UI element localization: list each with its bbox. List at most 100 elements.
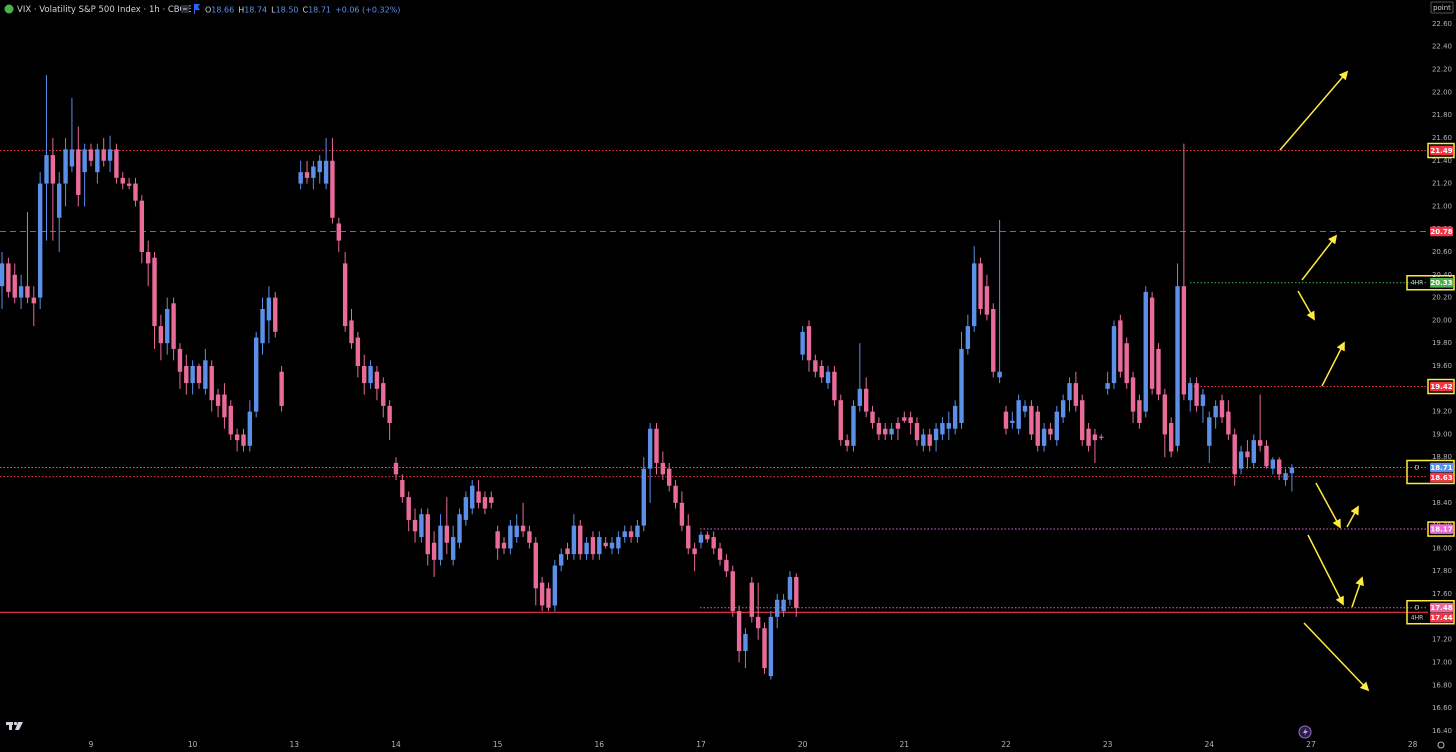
candle-body bbox=[362, 366, 367, 384]
price-tag bbox=[1430, 381, 1453, 392]
candle-body bbox=[1080, 400, 1085, 441]
candle-body bbox=[190, 366, 195, 384]
x-tick-label: 21 bbox=[900, 740, 910, 749]
y-tick-label: 18.40 bbox=[1432, 499, 1452, 507]
candle-body bbox=[126, 183, 132, 186]
candle-body bbox=[571, 525, 577, 555]
candle-body bbox=[50, 155, 56, 184]
candle-body bbox=[609, 542, 615, 549]
candle-body bbox=[457, 514, 462, 543]
candle-body bbox=[857, 388, 863, 406]
candle-body bbox=[95, 149, 100, 173]
price-tag-label: 18.63 bbox=[1430, 474, 1452, 482]
flag-icon[interactable] bbox=[194, 4, 200, 14]
candles bbox=[0, 75, 1295, 680]
candle-body bbox=[1029, 405, 1034, 435]
candle-body bbox=[76, 149, 81, 195]
candle-body bbox=[114, 149, 119, 178]
candle-body bbox=[203, 360, 208, 389]
candle-body bbox=[184, 366, 189, 384]
candle-body bbox=[692, 548, 697, 555]
x-tick-label: 16 bbox=[595, 740, 605, 749]
candle-body bbox=[724, 559, 729, 572]
legend-change: +0.06 (+0.32%) bbox=[335, 5, 400, 14]
point-button-label[interactable]: point bbox=[1433, 4, 1451, 12]
candle-body bbox=[37, 183, 43, 298]
candle-body bbox=[743, 633, 748, 652]
candle-body bbox=[565, 548, 570, 555]
candle-body bbox=[641, 468, 646, 526]
candle-body bbox=[101, 149, 106, 161]
highlight-box bbox=[1427, 378, 1455, 395]
candle-body bbox=[12, 274, 17, 298]
candle-body bbox=[533, 542, 538, 589]
highlight-box bbox=[1406, 459, 1455, 485]
candle-body bbox=[654, 428, 659, 463]
price-tag bbox=[1430, 472, 1453, 483]
y-tick-label: 20.20 bbox=[1432, 294, 1452, 302]
candle-body bbox=[1060, 400, 1066, 418]
candle-body bbox=[876, 423, 882, 435]
candle-body bbox=[883, 428, 888, 435]
candle-body bbox=[139, 200, 145, 252]
price-tag bbox=[1430, 524, 1453, 534]
candle-body bbox=[228, 405, 233, 435]
legend-value: 18.74 bbox=[244, 5, 267, 14]
candle-body bbox=[933, 428, 939, 441]
candle-body bbox=[889, 428, 894, 435]
candle-body bbox=[1048, 428, 1053, 435]
price-tag-note: 4HR bbox=[1411, 615, 1424, 622]
candle-body bbox=[431, 542, 437, 560]
candle-body bbox=[984, 286, 990, 315]
candle-body bbox=[1175, 286, 1180, 446]
y-tick-label: 21.60 bbox=[1432, 134, 1452, 142]
candle-body bbox=[508, 525, 513, 549]
candle-body bbox=[1073, 383, 1079, 406]
legend-key: C bbox=[303, 5, 309, 14]
y-tick-label: 18.80 bbox=[1432, 453, 1452, 461]
candle-body bbox=[234, 434, 240, 441]
levels bbox=[0, 150, 1428, 613]
candle-body bbox=[412, 519, 418, 532]
candle-body bbox=[851, 405, 856, 446]
price-tag-label: 18.71 bbox=[1430, 464, 1452, 472]
candle-body bbox=[1010, 420, 1015, 424]
point-button[interactable] bbox=[1430, 1, 1454, 14]
candle-body bbox=[1092, 434, 1098, 441]
candle-body bbox=[336, 223, 341, 241]
y-tick-label: 16.60 bbox=[1432, 704, 1452, 712]
arrow bbox=[1346, 505, 1359, 528]
highlight-box bbox=[1406, 275, 1455, 291]
logo-part bbox=[9, 722, 12, 730]
highlight-box bbox=[1406, 599, 1455, 625]
candle-body bbox=[1162, 394, 1168, 435]
y-tick-label: 16.40 bbox=[1432, 727, 1452, 735]
candle-body bbox=[717, 548, 723, 560]
candle-body bbox=[1105, 383, 1110, 389]
arrow bbox=[1297, 290, 1315, 321]
candle-body bbox=[902, 417, 907, 421]
price-tag-label: 20.78 bbox=[1430, 228, 1452, 236]
candle-body bbox=[444, 525, 450, 543]
x-tick-label: 14 bbox=[391, 740, 401, 749]
candle-body bbox=[552, 565, 558, 606]
candle-body bbox=[520, 525, 526, 532]
candle-body bbox=[959, 348, 964, 424]
candle-body bbox=[781, 599, 786, 612]
x-tick-label: 15 bbox=[493, 740, 503, 749]
candle-body bbox=[349, 320, 354, 344]
candle-body bbox=[196, 366, 202, 384]
settings-icon[interactable] bbox=[1437, 741, 1445, 749]
candle-body bbox=[1111, 326, 1117, 384]
candle-body bbox=[1156, 348, 1161, 395]
candle-body bbox=[133, 183, 138, 201]
candle-body bbox=[317, 160, 322, 173]
candle-body bbox=[806, 326, 812, 361]
lightning-glyph bbox=[1303, 728, 1308, 736]
y-tick-label: 18.00 bbox=[1432, 544, 1452, 552]
candle-body bbox=[914, 423, 920, 441]
candle-body bbox=[971, 263, 977, 327]
candle-body bbox=[1251, 440, 1256, 463]
